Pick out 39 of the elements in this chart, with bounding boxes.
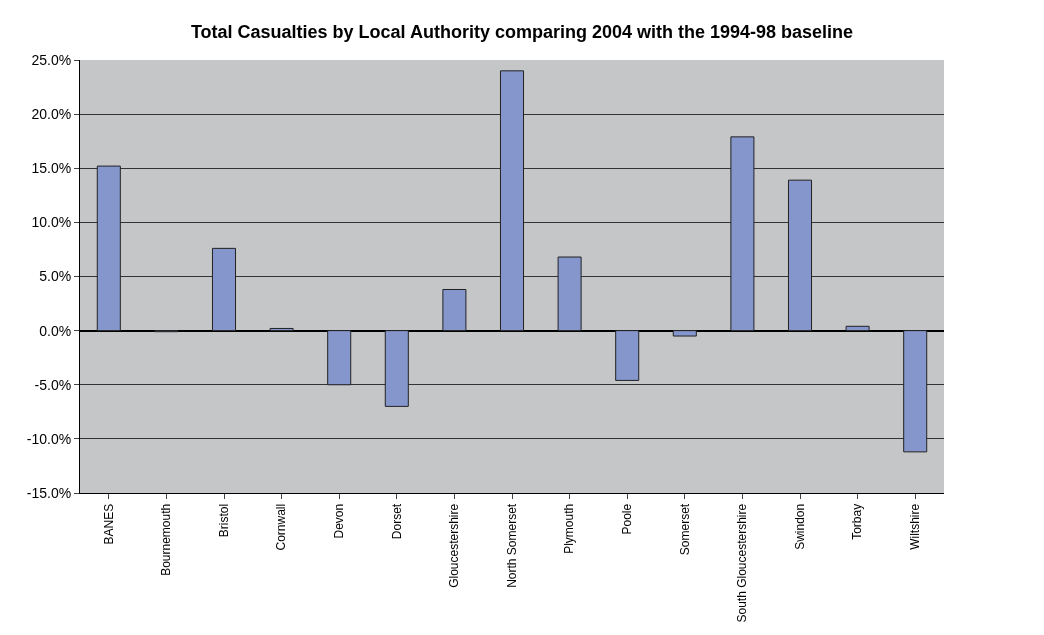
x-tick-label: Cornwall bbox=[274, 503, 289, 551]
y-tick-label: 0.0% bbox=[39, 322, 72, 339]
x-tick-label: Swindon bbox=[792, 503, 807, 550]
bar bbox=[672, 330, 697, 337]
x-tick-label: South Gloucestershire bbox=[735, 503, 750, 623]
bar bbox=[499, 70, 525, 332]
bar bbox=[730, 136, 755, 332]
y-tick-label: 10.0% bbox=[31, 214, 72, 231]
bar bbox=[615, 330, 640, 381]
x-tick-label: Bournemouth bbox=[159, 503, 174, 576]
x-tick-label: Devon bbox=[332, 503, 347, 539]
y-tick-label: -15.0% bbox=[26, 484, 72, 501]
bar bbox=[96, 165, 121, 332]
bar bbox=[787, 179, 813, 332]
x-tick-label: North Somerset bbox=[504, 503, 519, 588]
bar bbox=[211, 247, 237, 332]
y-tick-label: -10.0% bbox=[26, 430, 72, 447]
x-tick-label: Torbay bbox=[850, 503, 865, 540]
x-tick-label: Dorset bbox=[389, 503, 404, 540]
bar bbox=[327, 330, 352, 386]
y-tick-label: 20.0% bbox=[31, 106, 72, 123]
x-tick-label: Wiltshire bbox=[908, 503, 923, 550]
x-tick-label: BANES bbox=[101, 503, 116, 545]
y-tick-label: 15.0% bbox=[31, 160, 72, 177]
x-tick-label: Gloucestershire bbox=[447, 503, 462, 588]
bar bbox=[845, 325, 870, 332]
x-tick-label: Poole bbox=[620, 503, 635, 535]
x-tick-label: Bristol bbox=[216, 503, 231, 538]
bar bbox=[384, 330, 409, 407]
chart-title: Total Casualties by Local Authority comparing 2004 with the 1994-98 baseline bbox=[190, 22, 854, 42]
x-tick-label: Plymouth bbox=[562, 503, 577, 554]
x-tick-label: Somerset bbox=[677, 503, 692, 556]
bar bbox=[442, 288, 467, 332]
bar bbox=[903, 330, 928, 453]
bar bbox=[269, 327, 294, 332]
y-tick-label: -5.0% bbox=[34, 376, 72, 393]
y-tick-label: 5.0% bbox=[39, 268, 72, 285]
y-tick-label: 25.0% bbox=[31, 51, 72, 68]
bar bbox=[557, 256, 582, 332]
